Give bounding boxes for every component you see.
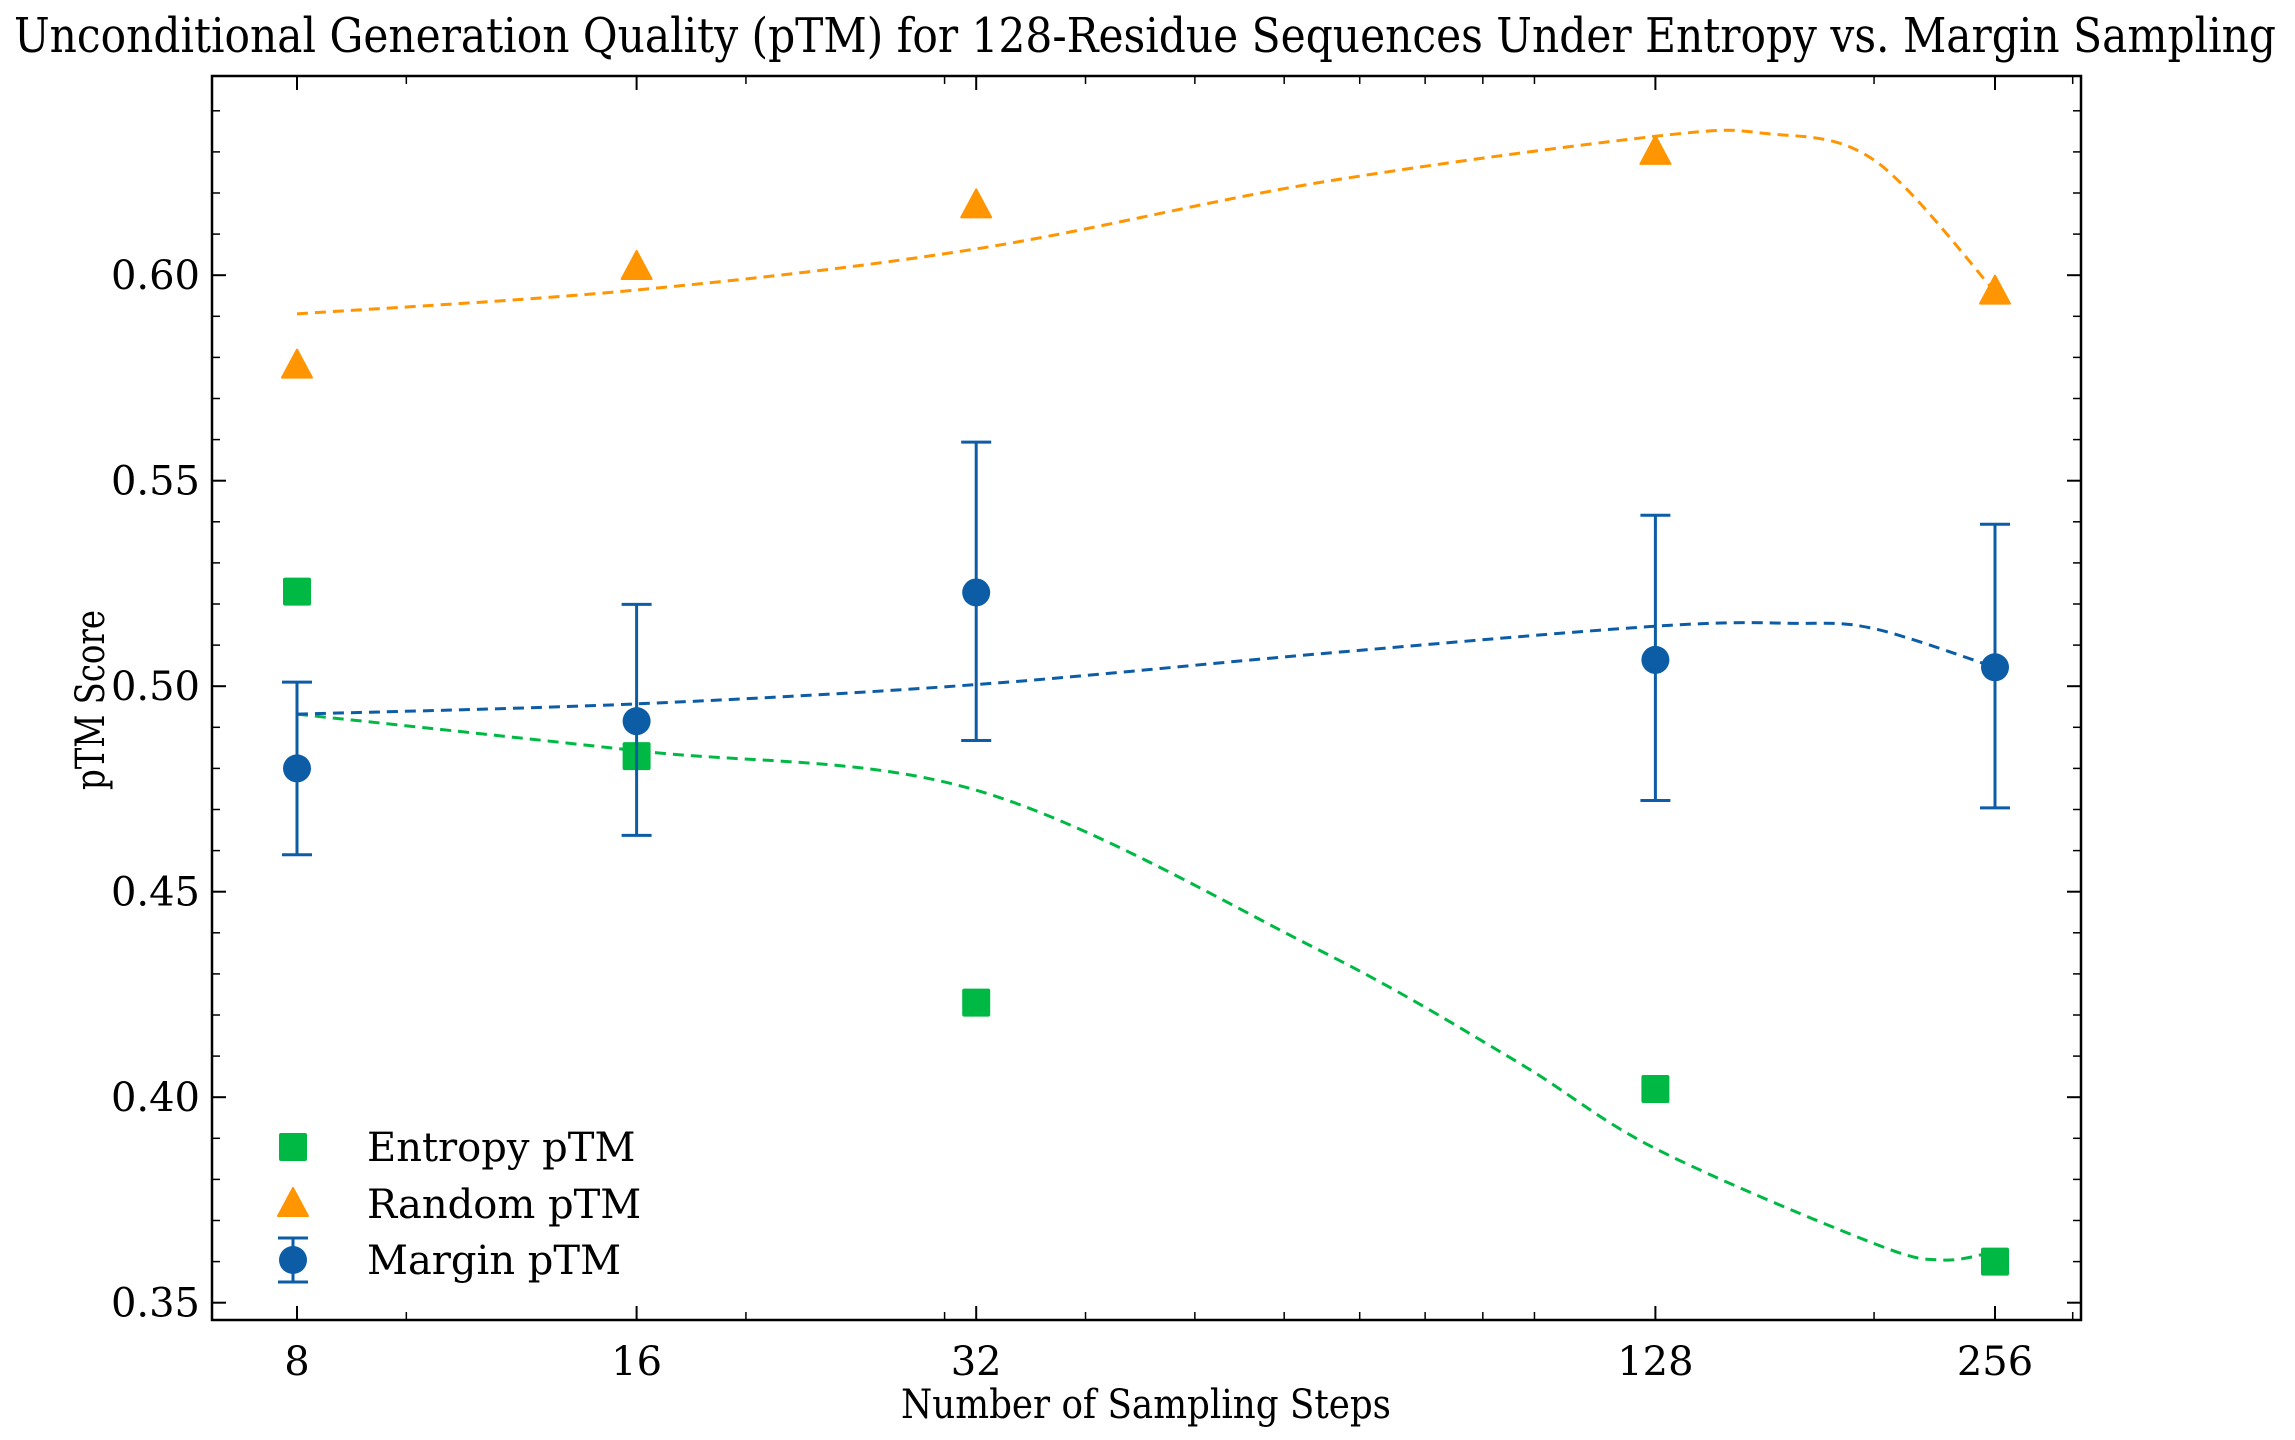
trend-lines bbox=[296, 128, 1997, 1262]
point-margin-ptm bbox=[1981, 653, 2009, 682]
x-tick-label: 16 bbox=[611, 1339, 662, 1385]
point-random-ptm bbox=[1979, 274, 2011, 305]
axis-ticks: 8 16 32 128 256 0.35 0.40 0.45 0.50 0.55 0.60 bbox=[111, 76, 2081, 1385]
point-margin-ptm bbox=[1641, 645, 1670, 674]
trend-line-random-ptm bbox=[296, 128, 1997, 316]
y-tick-label: 0.35 bbox=[111, 1281, 200, 1327]
point-margin-ptm bbox=[622, 707, 651, 736]
y-tick-label: 0.45 bbox=[111, 870, 200, 916]
x-tick-label: 256 bbox=[1957, 1339, 2033, 1385]
y-tick-label: 0.55 bbox=[111, 459, 200, 505]
point-entropy-ptm bbox=[283, 577, 311, 606]
point-margin-ptm bbox=[283, 754, 311, 783]
axes-frame bbox=[210, 74, 2083, 1322]
legend: Entropy pTM Random pTM Margin pTM bbox=[277, 1125, 641, 1284]
y-axis-label: pTM Score bbox=[68, 610, 114, 790]
x-axis-label: Number of Sampling Steps bbox=[901, 1382, 1391, 1428]
x-tick-label: 32 bbox=[951, 1339, 1002, 1385]
point-entropy-ptm bbox=[1641, 1074, 1670, 1103]
point-random-ptm bbox=[281, 348, 313, 379]
x-tick-label: 128 bbox=[1617, 1339, 1693, 1385]
point-random-ptm bbox=[620, 249, 653, 280]
legend-label: Margin pTM bbox=[367, 1238, 621, 1284]
chart-title: Unconditional Generation Quality (pTM) f… bbox=[14, 8, 2276, 64]
point-margin-ptm bbox=[962, 578, 991, 607]
y-tick-label: 0.50 bbox=[111, 664, 200, 710]
trend-line-entropy-ptm bbox=[296, 712, 1996, 1262]
point-random-ptm bbox=[960, 188, 993, 219]
legend-label: Random pTM bbox=[367, 1182, 641, 1228]
y-tick-label: 0.40 bbox=[111, 1075, 200, 1121]
legend-marker-circle bbox=[279, 1246, 307, 1274]
legend-marker-triangle bbox=[277, 1187, 309, 1217]
legend-label: Entropy pTM bbox=[367, 1125, 635, 1171]
point-entropy-ptm bbox=[1981, 1247, 2009, 1276]
point-entropy-ptm bbox=[962, 988, 991, 1017]
data-markers bbox=[281, 134, 2011, 1276]
y-tick-label: 0.60 bbox=[111, 253, 200, 299]
point-random-ptm bbox=[1639, 134, 1672, 165]
legend-marker-square bbox=[279, 1133, 307, 1161]
x-tick-label: 8 bbox=[284, 1339, 309, 1385]
trend-line-margin-ptm bbox=[296, 621, 1996, 716]
